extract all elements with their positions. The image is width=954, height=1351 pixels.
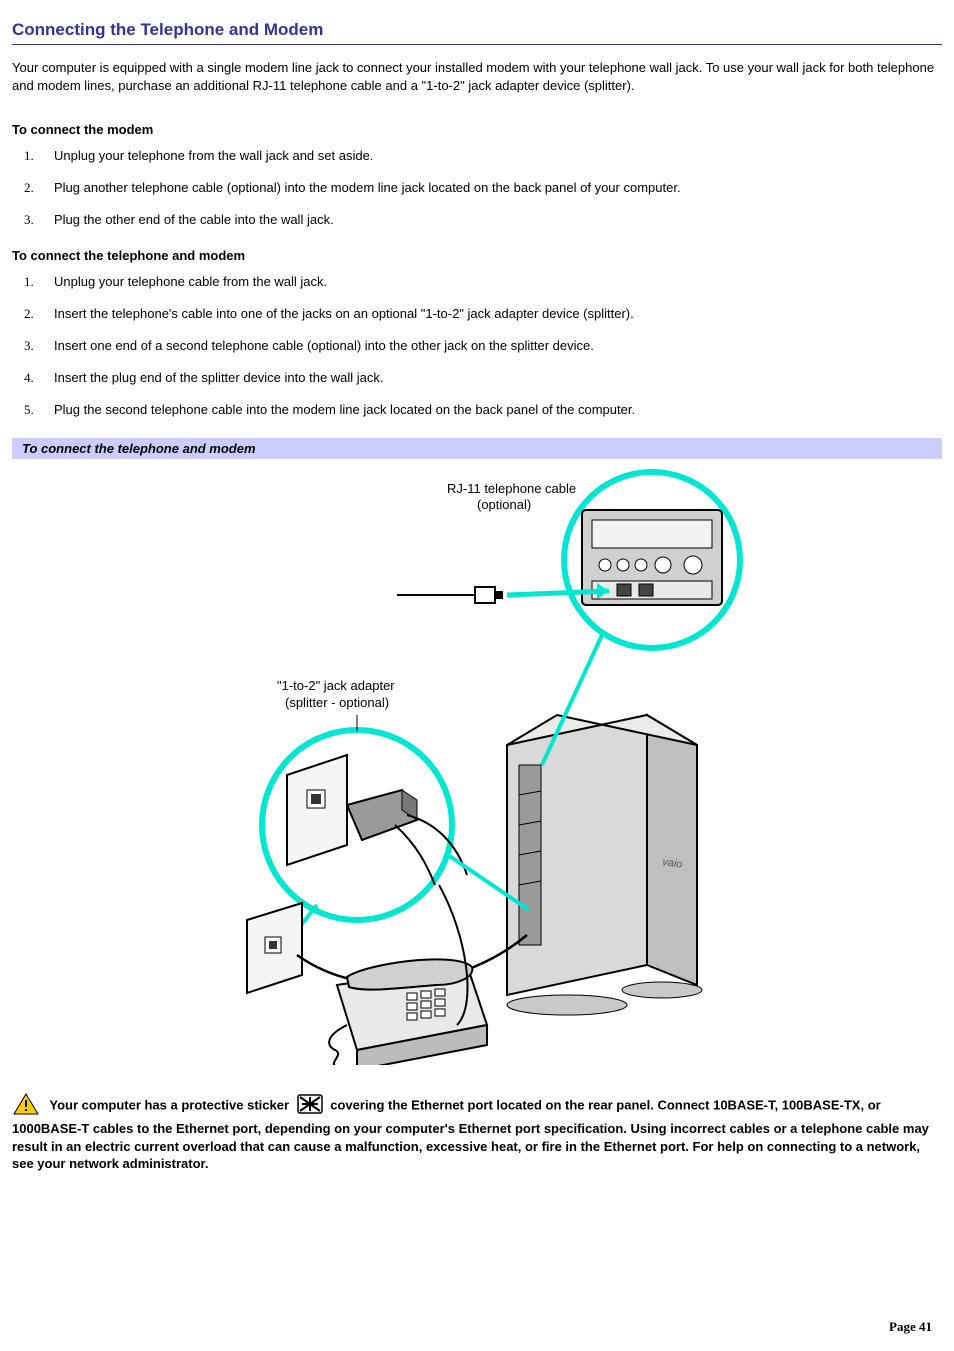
warning-note: Your computer has a protective sticker c… [12,1092,942,1173]
list-item: 2.Insert the telephone's cable into one … [54,305,942,323]
tower-illustration: vaio [507,715,702,1015]
list-item: 2.Plug another telephone cable (optional… [54,179,942,197]
list-item: 5.Plug the second telephone cable into t… [54,401,942,419]
step-text: Plug the other end of the cable into the… [54,212,334,227]
sticker-icon [297,1094,323,1119]
step-text: Unplug your telephone from the wall jack… [54,148,373,163]
connection-diagram: vaio RJ-11 telephone c [207,465,747,1065]
step-text: Insert one end of a second telephone cab… [54,338,594,353]
steps-list-telephone-modem: 1.Unplug your telephone cable from the w… [12,273,942,420]
warning-icon [12,1092,40,1121]
figure-caption: To connect the telephone and modem [12,438,942,459]
label-splitter: "1-to-2" jack adapter [277,678,395,693]
subheading-modem: To connect the modem [12,122,942,137]
list-item: 3.Insert one end of a second telephone c… [54,337,942,355]
page-title: Connecting the Telephone and Modem [12,20,942,45]
page-number: Page 41 [889,1319,932,1335]
list-item: 4.Insert the plug end of the splitter de… [54,369,942,387]
label-cable: RJ-11 telephone cable [447,481,576,496]
page: Connecting the Telephone and Modem Your … [0,0,954,1351]
label-splitter-sub: (splitter - optional) [285,695,389,710]
step-text: Unplug your telephone cable from the wal… [54,274,327,289]
warning-text-pre: Your computer has a protective sticker [49,1097,292,1112]
steps-list-modem: 1.Unplug your telephone from the wall ja… [12,147,942,230]
list-item: 1.Unplug your telephone cable from the w… [54,273,942,291]
step-text: Insert the telephone's cable into one of… [54,306,634,321]
step-text: Plug another telephone cable (optional) … [54,180,681,195]
intro-paragraph: Your computer is equipped with a single … [12,59,942,94]
list-item: 3.Plug the other end of the cable into t… [54,211,942,229]
step-text: Insert the plug end of the splitter devi… [54,370,384,385]
list-item: 1.Unplug your telephone from the wall ja… [54,147,942,165]
subheading-telephone-modem: To connect the telephone and modem [12,248,942,263]
diagram-container: vaio RJ-11 telephone c [12,459,942,1084]
label-cable-sub: (optional) [477,497,531,512]
step-text: Plug the second telephone cable into the… [54,402,635,417]
